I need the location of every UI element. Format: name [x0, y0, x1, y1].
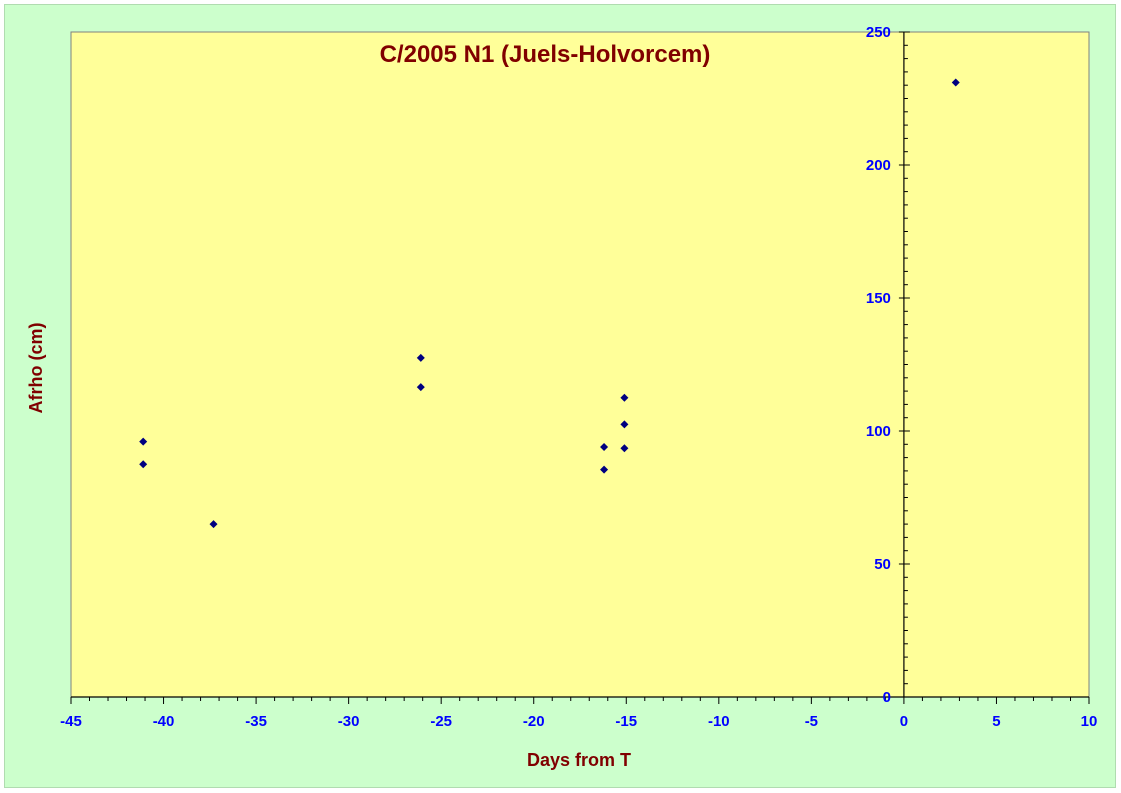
- y-tick-label: 0: [883, 689, 891, 706]
- x-axis-title: Days from T: [527, 750, 631, 770]
- data-point: [600, 465, 609, 474]
- data-point: [139, 437, 148, 446]
- x-tick-label: -10: [708, 713, 730, 730]
- x-tick-label: -25: [430, 713, 452, 730]
- tick-marks: [70, 31, 1090, 704]
- x-tick-labels: -45 -40 -35 -30 -25 -20 -15 -10 -5 0 5 10: [60, 713, 1097, 730]
- y-tick-label: 150: [866, 290, 891, 307]
- x-tick-label: -5: [805, 713, 818, 730]
- data-point: [139, 460, 148, 469]
- chart-frame: -45 -40 -35 -30 -25 -20 -15 -10 -5 0 5 10 0 50 100 150…: [4, 4, 1116, 788]
- data-point: [951, 78, 960, 87]
- data-point: [620, 420, 629, 429]
- x-tick-label: -30: [338, 713, 360, 730]
- plot-area: [70, 31, 1090, 698]
- chart-title: C/2005 N1 (Juels-Holvorcem): [380, 41, 711, 68]
- x-tick-label: 10: [1081, 713, 1098, 730]
- x-tick-label: -45: [60, 713, 82, 730]
- data-point: [620, 444, 629, 453]
- data-point: [620, 393, 629, 402]
- data-point: [416, 353, 425, 362]
- data-point: [209, 520, 218, 529]
- data-points: [139, 78, 960, 529]
- data-point: [600, 442, 609, 451]
- x-tick-label: -15: [615, 713, 637, 730]
- y-axis-title: Afrho (cm): [26, 323, 46, 414]
- x-tick-label: 0: [900, 713, 908, 730]
- scatter-chart: -45 -40 -35 -30 -25 -20 -15 -10 -5 0 5 10 0 50 100 150…: [26, 24, 1097, 770]
- y-tick-label: 50: [874, 556, 891, 573]
- x-tick-label: -20: [523, 713, 545, 730]
- x-tick-label: -35: [245, 713, 267, 730]
- data-point: [416, 383, 425, 392]
- y-tick-label: 100: [866, 423, 891, 440]
- x-tick-label: 5: [992, 713, 1000, 730]
- x-tick-label: -40: [153, 713, 175, 730]
- y-tick-label: 200: [866, 157, 891, 174]
- y-tick-label: 250: [866, 24, 891, 41]
- y-tick-labels: 0 50 100 150 200 250: [866, 24, 891, 706]
